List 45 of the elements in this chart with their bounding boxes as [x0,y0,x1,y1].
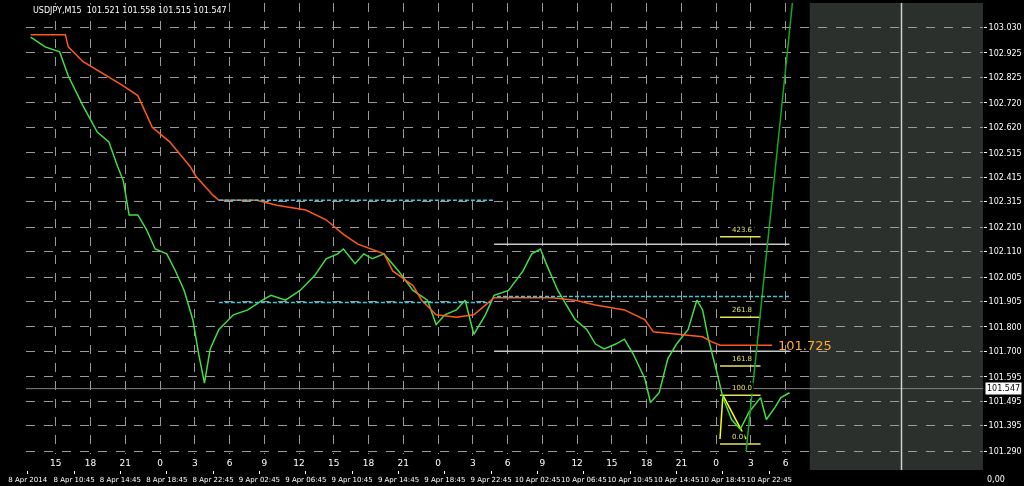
x2-tick-label: 21 [675,458,688,469]
x2-tick-label: 12 [293,458,305,469]
y-tick-label: 102.825 [988,73,1022,83]
y-tick-label: 101.700 [988,347,1022,357]
chart-title: USDJPY,M15 101.521 101.558 101.515 101.547 [33,6,227,15]
x2-tick-label: 0 [157,458,164,469]
x2-tick-label: 18 [362,458,375,469]
x2-tick-label: 15 [606,458,618,469]
x2-tick-label: 9 [539,458,546,469]
y-tick-label: 101.395 [988,421,1022,431]
y-tick-label: 102.720 [988,98,1022,108]
y-tick-label: 101.595 [988,372,1022,382]
y-tick-label: 102.515 [988,148,1022,158]
x2-tick-label: 3 [469,458,476,469]
x2-tick-label: 0 [713,458,720,469]
y-tick-label: 102.620 [988,123,1022,133]
y-tick-label: 102.925 [988,48,1022,58]
y-tick-label: 102.210 [988,222,1022,232]
y-tick-label: 103.030 [988,23,1022,33]
y-tick-label: 101.290 [988,447,1022,457]
ref-line-label: 101.547 [987,384,1021,393]
x2-tick-label: 21 [119,458,131,469]
x2-tick-label: 18 [640,458,653,469]
text: 0,00 [987,475,1005,484]
x2-tick-label: 3 [748,458,754,469]
y-tick-label: 101.800 [988,322,1022,332]
x2-tick-label: 21 [397,458,410,469]
x2-tick-label: 3 [191,458,198,469]
y-tick-label: 102.110 [988,247,1022,257]
line-series [29,33,773,346]
y-tick-label: 101.905 [988,297,1022,307]
x2-tick-label: 9 [261,458,268,469]
x2-tick-label: 6 [226,458,233,469]
y-tick-label: 101.495 [988,397,1022,407]
x2-tick-label: 12 [571,458,583,469]
x2-tick-label: 0 [435,458,442,469]
annotation: 101.725 [778,338,832,353]
x2-tick-label: 18 [84,458,97,469]
x2-tick-label: 15 [328,458,340,469]
x2-tick-label: 6 [504,458,511,469]
y-tick-label: 102.005 [988,272,1022,282]
y-tick-label: 102.315 [988,197,1022,207]
x2-tick-label: 6 [782,458,789,469]
y-tick-label: 102.415 [988,172,1022,182]
x2-tick-label: 15 [50,458,62,469]
